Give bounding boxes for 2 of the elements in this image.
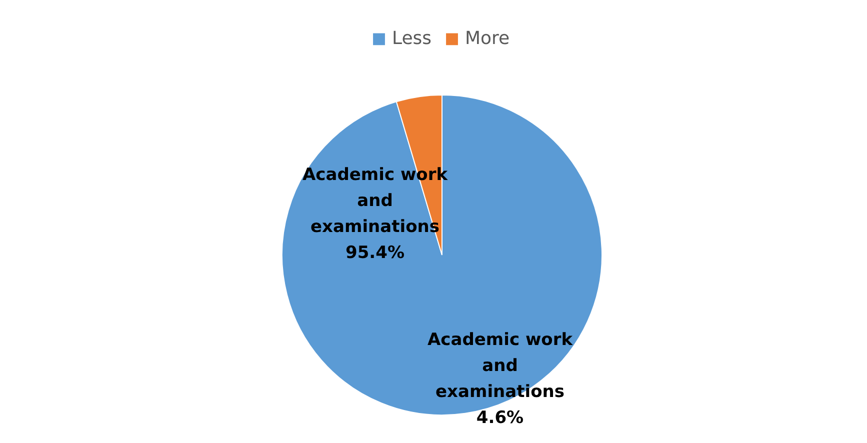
legend-label: More [465, 28, 510, 50]
legend-label: Less [392, 28, 432, 50]
